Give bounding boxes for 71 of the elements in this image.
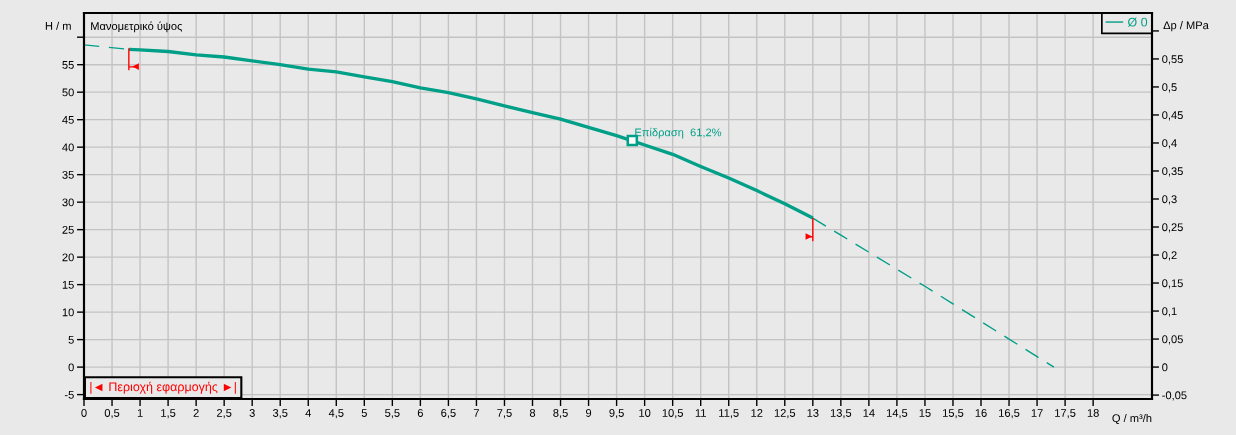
y2-tick-label: 0,25 <box>1162 223 1183 233</box>
y2-tick-label: 0,2 <box>1162 251 1177 261</box>
x-tick-label: 14,5 <box>886 409 908 419</box>
x-tick-label: 14 <box>863 409 875 417</box>
x-tick-label: 12,5 <box>774 409 796 419</box>
x-tick-label: 12 <box>751 409 763 417</box>
x-tick-label: 8 <box>529 409 536 417</box>
x-tick-label: 1,5 <box>161 409 176 419</box>
x-tick-label: 5 <box>361 409 367 417</box>
y-tick-label: 35 <box>62 170 74 179</box>
x-tick-label: 16,5 <box>999 409 1020 419</box>
y2-tick-label: -0,05 <box>1162 391 1187 401</box>
y2-tick-label: 0,3 <box>1162 195 1177 205</box>
x-tick-label: 10 <box>639 409 651 417</box>
x-tick-label: 11 <box>695 409 706 417</box>
x-tick-label: 7,5 <box>497 409 512 419</box>
x-tick-label: 0,5 <box>104 409 120 419</box>
x-tick-label: 6,5 <box>441 409 456 419</box>
annotation: |◄ Περιοχή εφαρμογής ►| <box>90 381 236 394</box>
y2-tick-label: 0,15 <box>1162 279 1183 289</box>
annotation: Επίδραση 61,2% <box>635 127 722 139</box>
x-tick-label: 17 <box>1031 409 1043 417</box>
y-tick-label: 40 <box>62 143 74 152</box>
x-tick-label: 4 <box>305 409 312 417</box>
x-tick-label: 3 <box>249 409 255 417</box>
y-tick-label: 10 <box>62 308 74 317</box>
x-tick-label: 2,5 <box>216 409 232 419</box>
legend-label: Ø 0 <box>1127 17 1148 27</box>
x-tick-label: 9,5 <box>609 409 624 419</box>
x-tick-label: 5,5 <box>385 409 400 419</box>
y-tick-label: -5 <box>64 390 74 399</box>
y-tick-label: 0 <box>68 363 74 372</box>
x-tick-label: 17,5 <box>1055 409 1076 419</box>
x-tick-label: 2 <box>193 409 199 417</box>
y-tick-label: 20 <box>62 253 74 262</box>
x-tick-label: 7 <box>473 409 479 417</box>
x-tick-label: 1 <box>137 409 143 417</box>
text: Μανομετρικό ύψος <box>91 21 183 33</box>
x-axis-title: Q / m³/h <box>1112 413 1152 425</box>
x-tick-label: 11,5 <box>719 409 739 419</box>
y2-tick-label: 0 <box>1162 363 1168 372</box>
x-tick-label: 13 <box>807 409 819 417</box>
y2-tick-label: 0,55 <box>1162 55 1183 65</box>
y2-axis-title: Δp / MPa <box>1163 21 1209 32</box>
y-axis-title: H / m <box>45 21 71 30</box>
y-tick-label: 5 <box>68 336 74 344</box>
x-tick-label: 8,5 <box>553 409 568 419</box>
x-tick-label: 4,5 <box>328 409 344 419</box>
x-tick-label: 18 <box>1087 409 1099 417</box>
y-tick-label: 50 <box>62 88 74 97</box>
y2-tick-label: 0,5 <box>1162 83 1177 93</box>
y-tick-label: 55 <box>62 61 74 69</box>
x-tick-label: 0 <box>81 409 87 417</box>
x-tick-label: 16 <box>975 409 987 417</box>
y-tick-label: 45 <box>62 116 74 124</box>
y-tick-label: 15 <box>62 281 74 289</box>
x-tick-label: 15 <box>919 409 931 417</box>
x-tick-label: 6 <box>417 409 423 417</box>
x-tick-label: 3,5 <box>272 409 288 419</box>
x-tick-label: 9 <box>586 409 592 417</box>
y2-tick-label: 0,05 <box>1162 335 1183 345</box>
y2-tick-label: 0,4 <box>1162 139 1177 149</box>
annotation: ◄ <box>132 63 139 70</box>
y2-tick-label: 0,1 <box>1162 307 1177 317</box>
x-tick-label: 15,5 <box>943 409 964 419</box>
y2-tick-label: 0,35 <box>1162 167 1183 177</box>
y-tick-label: 25 <box>62 225 74 234</box>
x-tick-label: 10,5 <box>662 409 684 419</box>
y-tick-label: 30 <box>62 198 74 207</box>
x-tick-label: 13,5 <box>830 409 852 419</box>
y2-tick-label: 0,45 <box>1162 111 1183 121</box>
